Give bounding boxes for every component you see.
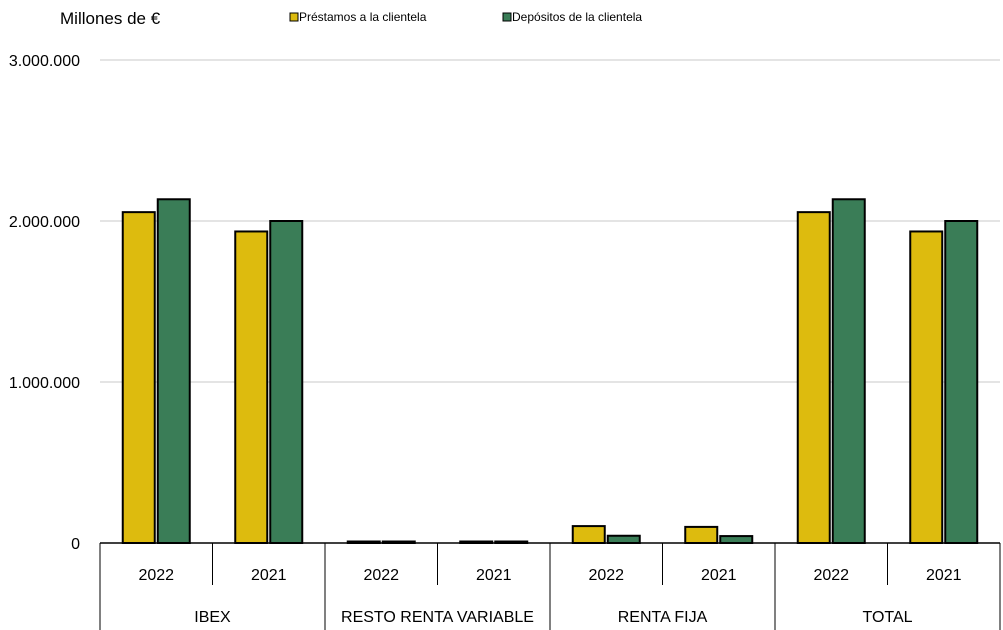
x-tick-label: 2022 [813,567,849,584]
x-tick-label: 2021 [251,567,287,584]
bar-depositos [156,198,191,544]
legend-swatch-prestamos [289,12,299,22]
x-axis: 2022 2021 2022 2021 2022 2021 2022 2021 IBEX REST… [99,542,1001,630]
x-tick-label: 2021 [701,567,737,584]
bar-prestamos [234,230,269,544]
legend: Préstamos a la clientela Depósitos de la… [289,10,642,24]
bar-depositos [606,534,641,545]
x-tick-label: 2022 [588,567,624,584]
x-tick-label: 2022 [363,567,399,584]
bar-depositos [719,535,754,545]
legend-label-depositos: Depósitos de la clientela [512,10,642,24]
x-tick-label: 2022 [138,567,174,584]
bar-prestamos [684,525,719,545]
group-label: TOTAL [862,609,912,626]
y-tick-label: 1.000.000 [9,375,80,392]
x-tick-label: 2021 [476,567,512,584]
bar-prestamos [571,525,606,544]
bars [121,198,979,545]
legend-label-prestamos: Préstamos a la clientela [299,10,427,24]
bar-prestamos [121,211,156,545]
y-tick-label: 3.000.000 [9,53,80,70]
bar-depositos [269,220,304,544]
unit-label: Millones de € [60,9,161,28]
bar-depositos [944,220,979,544]
group-label: IBEX [194,609,231,626]
y-axis-tick-labels: 0 1.000.000 2.000.000 3.000.000 [9,53,80,553]
group-label: RESTO RENTA VARIABLE [341,609,534,626]
bar-prestamos [909,230,944,544]
legend-swatch-depositos [502,12,512,22]
group-label: RENTA FIJA [618,609,708,626]
y-tick-label: 0 [71,536,80,553]
bar-depositos [831,198,866,544]
x-tick-label: 2021 [926,567,962,584]
bar-prestamos [796,211,831,545]
y-tick-label: 2.000.000 [9,214,80,231]
